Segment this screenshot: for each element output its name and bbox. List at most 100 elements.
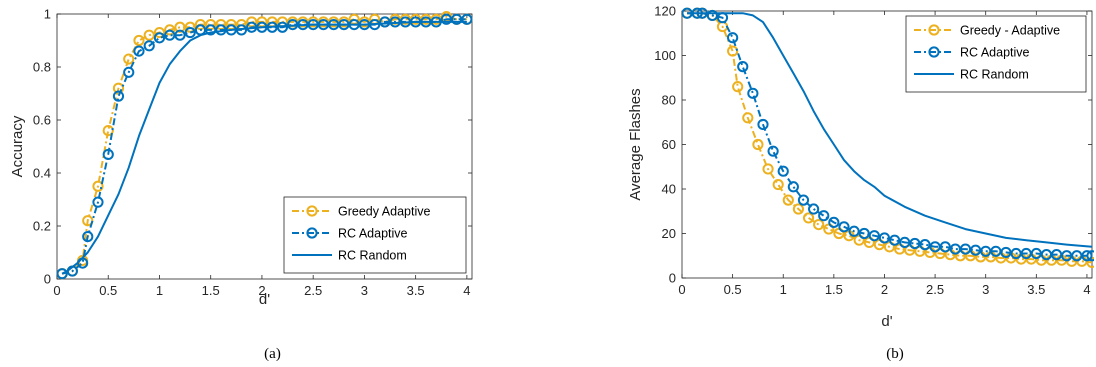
legend-marker bbox=[306, 227, 318, 239]
x-tick-label: 1 bbox=[780, 282, 787, 297]
data-point bbox=[174, 29, 186, 41]
x-tick-label: 3.5 bbox=[1027, 282, 1045, 297]
data-point bbox=[1050, 249, 1063, 261]
x-tick-label: 0.5 bbox=[724, 282, 742, 297]
series-rc-random bbox=[61, 20, 467, 275]
data-point bbox=[828, 216, 840, 228]
data-point bbox=[205, 24, 217, 36]
data-point bbox=[848, 225, 860, 237]
data-point bbox=[782, 194, 794, 206]
x-tick-label: 3 bbox=[361, 283, 368, 298]
x-axis-label: d' bbox=[881, 313, 892, 330]
data-point bbox=[919, 239, 931, 251]
data-point bbox=[752, 138, 764, 151]
data-point bbox=[164, 29, 176, 41]
data-point bbox=[440, 13, 452, 25]
data-point bbox=[102, 148, 114, 161]
x-tick-label: 1.5 bbox=[825, 282, 843, 297]
y-tick-label: 40 bbox=[662, 182, 676, 197]
y-tick-label: 120 bbox=[654, 4, 676, 19]
legend-marker bbox=[928, 24, 940, 36]
x-axis-label: d' bbox=[259, 291, 270, 308]
x-tick-label: 4 bbox=[463, 283, 470, 298]
data-point bbox=[909, 237, 921, 250]
series-group bbox=[57, 11, 473, 280]
y-tick-label: 0.8 bbox=[33, 60, 51, 75]
series-line bbox=[687, 12, 1093, 248]
data-point bbox=[82, 215, 94, 227]
data-point bbox=[757, 118, 769, 131]
y-tick-label: 0.4 bbox=[33, 166, 51, 181]
y-tick-label: 80 bbox=[662, 93, 676, 108]
data-point bbox=[838, 221, 850, 233]
x-tick-label: 1.5 bbox=[202, 283, 220, 298]
data-point bbox=[153, 32, 166, 44]
legend-box bbox=[283, 196, 467, 274]
panel-b-average-flashes-chart: 0 0.5 1 1.5 2 2.5 3 3.5 4020406080100120d'Averag… bbox=[627, 4, 1094, 362]
y-tick-label: 60 bbox=[662, 137, 676, 152]
legend-label: Greedy - Adaptive bbox=[960, 24, 1060, 38]
data-point bbox=[727, 32, 739, 44]
x-tick-label: 2.5 bbox=[926, 282, 944, 297]
data-point bbox=[727, 45, 739, 57]
legend-item-greedy-adaptive: Greedy Adaptive bbox=[292, 205, 430, 219]
legend-item-rc-adaptive: RC Adaptive bbox=[914, 46, 1030, 60]
x-tick-label: 1 bbox=[156, 283, 163, 298]
legend-label: RC Adaptive bbox=[960, 46, 1030, 60]
data-point bbox=[461, 13, 473, 25]
legend-item-rc-adaptive: RC Adaptive bbox=[292, 227, 408, 241]
data-point bbox=[143, 29, 155, 41]
data-point bbox=[990, 245, 1002, 257]
data-point bbox=[153, 26, 166, 39]
legend-marker bbox=[928, 46, 940, 58]
data-point bbox=[133, 45, 145, 57]
data-point bbox=[379, 16, 391, 28]
legend-item-rc-random: RC Random bbox=[914, 68, 1029, 82]
data-point bbox=[1000, 246, 1012, 259]
legend: Greedy - Adaptive RC Adaptive RC Random bbox=[905, 15, 1087, 93]
series-rc-random bbox=[687, 12, 1093, 248]
y-axis-label: Accuracy bbox=[9, 115, 26, 177]
legend-item-rc-random: RC Random bbox=[292, 249, 407, 263]
data-point bbox=[164, 24, 176, 36]
series-rc-adaptive bbox=[682, 7, 1094, 262]
data-point bbox=[792, 203, 805, 215]
x-tick-label: 0 bbox=[53, 283, 60, 298]
x-tick-label: 3.5 bbox=[407, 283, 425, 298]
data-point bbox=[878, 232, 891, 244]
data-point bbox=[802, 212, 815, 224]
data-point bbox=[787, 181, 799, 193]
y-tick-label: 1 bbox=[44, 7, 51, 22]
data-point bbox=[112, 82, 125, 94]
y-tick-label: 100 bbox=[654, 48, 676, 63]
data-point bbox=[772, 178, 784, 191]
figure-caption: (b) bbox=[886, 346, 904, 362]
data-point bbox=[797, 194, 810, 206]
data-point bbox=[451, 13, 463, 25]
data-point bbox=[174, 21, 186, 33]
series-group bbox=[682, 7, 1094, 269]
data-point bbox=[868, 230, 880, 242]
x-tick-label: 2 bbox=[258, 283, 265, 298]
data-point bbox=[123, 66, 135, 78]
data-point bbox=[767, 145, 779, 157]
legend: Greedy Adaptive RC Adaptive RC Random bbox=[283, 196, 467, 274]
data-point bbox=[184, 26, 196, 39]
y-tick-label: 0 bbox=[669, 271, 676, 286]
legend-label: RC Random bbox=[338, 249, 407, 263]
x-tick-label: 0 bbox=[678, 282, 685, 297]
figure-caption: (a) bbox=[264, 346, 281, 362]
data-point bbox=[92, 180, 104, 192]
data-point bbox=[133, 34, 145, 47]
legend-label: RC Random bbox=[960, 68, 1029, 82]
data-point bbox=[732, 81, 744, 93]
data-point bbox=[706, 9, 718, 22]
data-point bbox=[818, 210, 830, 222]
legend-item-greedy-adaptive: Greedy - Adaptive bbox=[914, 24, 1060, 38]
data-point bbox=[747, 87, 759, 99]
x-tick-label: 0.5 bbox=[99, 283, 117, 298]
data-point bbox=[143, 40, 155, 52]
data-point bbox=[959, 243, 972, 255]
data-point bbox=[762, 163, 774, 175]
